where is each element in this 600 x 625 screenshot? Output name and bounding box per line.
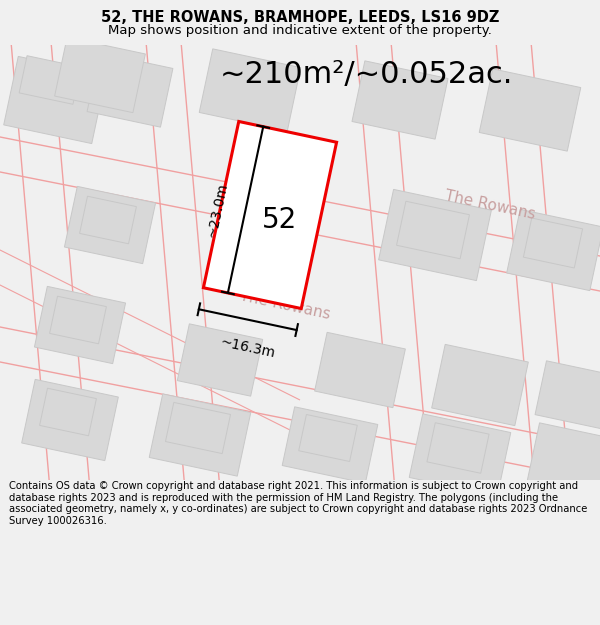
Polygon shape: [431, 344, 529, 426]
Polygon shape: [479, 69, 581, 151]
Polygon shape: [22, 379, 118, 461]
Text: ~210m²/~0.052ac.: ~210m²/~0.052ac.: [220, 61, 514, 89]
Text: ~23.0m: ~23.0m: [205, 181, 230, 239]
Polygon shape: [64, 186, 155, 264]
Polygon shape: [397, 201, 469, 259]
Polygon shape: [230, 153, 320, 267]
Polygon shape: [527, 423, 600, 497]
Polygon shape: [34, 286, 125, 364]
Polygon shape: [379, 189, 491, 281]
Polygon shape: [19, 56, 81, 104]
Polygon shape: [535, 361, 600, 429]
Polygon shape: [506, 209, 600, 291]
Polygon shape: [4, 56, 106, 144]
Text: ~16.3m: ~16.3m: [219, 336, 277, 361]
Polygon shape: [282, 407, 378, 483]
Polygon shape: [352, 61, 448, 139]
Polygon shape: [149, 394, 251, 476]
Polygon shape: [166, 402, 230, 454]
Polygon shape: [177, 324, 263, 396]
Polygon shape: [427, 422, 489, 473]
Polygon shape: [409, 414, 511, 496]
Text: 52: 52: [262, 206, 298, 234]
Text: Contains OS data © Crown copyright and database right 2021. This information is : Contains OS data © Crown copyright and d…: [9, 481, 587, 526]
Text: Map shows position and indicative extent of the property.: Map shows position and indicative extent…: [108, 24, 492, 37]
Polygon shape: [55, 38, 145, 112]
Polygon shape: [50, 296, 106, 344]
Polygon shape: [87, 53, 173, 127]
Polygon shape: [523, 218, 583, 268]
Polygon shape: [203, 121, 337, 309]
Polygon shape: [80, 196, 136, 244]
Polygon shape: [299, 414, 357, 461]
Polygon shape: [199, 49, 301, 131]
Polygon shape: [40, 388, 97, 436]
Text: The Rowans: The Rowans: [238, 288, 332, 322]
Text: 52, THE ROWANS, BRAMHOPE, LEEDS, LS16 9DZ: 52, THE ROWANS, BRAMHOPE, LEEDS, LS16 9D…: [101, 10, 499, 25]
Text: The Rowans: The Rowans: [443, 188, 536, 222]
Polygon shape: [314, 332, 406, 408]
